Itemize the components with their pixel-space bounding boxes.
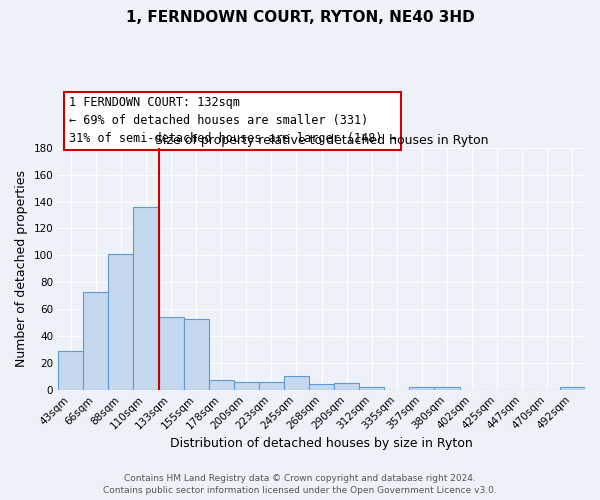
Text: 1, FERNDOWN COURT, RYTON, NE40 3HD: 1, FERNDOWN COURT, RYTON, NE40 3HD xyxy=(125,10,475,25)
Y-axis label: Number of detached properties: Number of detached properties xyxy=(15,170,28,368)
Bar xyxy=(409,387,434,390)
Bar xyxy=(133,207,158,390)
Bar xyxy=(334,383,359,390)
Bar xyxy=(58,351,83,390)
Bar xyxy=(284,376,309,390)
Bar xyxy=(109,254,133,390)
Bar xyxy=(209,380,234,390)
Bar xyxy=(434,387,460,390)
Bar xyxy=(359,387,385,390)
Bar xyxy=(259,382,284,390)
Bar xyxy=(234,382,259,390)
Title: Size of property relative to detached houses in Ryton: Size of property relative to detached ho… xyxy=(155,134,488,146)
Bar xyxy=(83,292,109,390)
Bar xyxy=(560,387,585,390)
Text: 1 FERNDOWN COURT: 132sqm
← 69% of detached houses are smaller (331)
31% of semi-: 1 FERNDOWN COURT: 132sqm ← 69% of detach… xyxy=(69,96,397,146)
Bar xyxy=(184,318,209,390)
Bar xyxy=(158,317,184,390)
X-axis label: Distribution of detached houses by size in Ryton: Distribution of detached houses by size … xyxy=(170,437,473,450)
Bar xyxy=(309,384,334,390)
Text: Contains HM Land Registry data © Crown copyright and database right 2024.
Contai: Contains HM Land Registry data © Crown c… xyxy=(103,474,497,495)
